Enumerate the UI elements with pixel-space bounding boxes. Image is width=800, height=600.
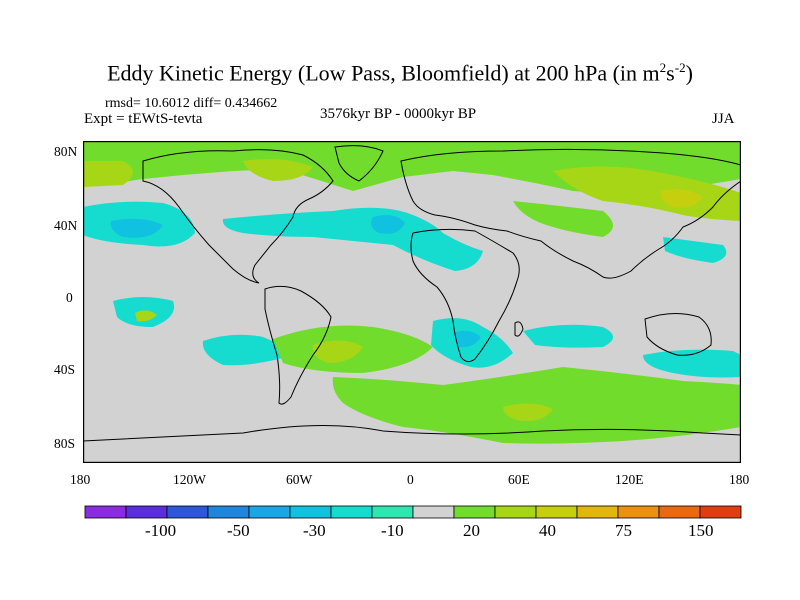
fill-atlantic-cyan [371, 215, 405, 234]
colorbar-box-10 [494, 505, 537, 519]
coast-antarctica [83, 425, 741, 442]
coastlines [83, 145, 741, 442]
colorbar-label-neg50: -50 [227, 521, 250, 540]
colorbar-box-4 [248, 505, 291, 519]
lat-tick-80s: 80S [54, 436, 76, 451]
map-frame [83, 141, 741, 463]
fill-aus-teal [643, 349, 741, 378]
colorbar-box-13 [617, 505, 660, 519]
colorbar-label-150: 150 [688, 521, 714, 540]
fill-asia-olive [553, 166, 741, 221]
fill-satl-olive [312, 340, 363, 363]
colorbar-box-0 [84, 505, 127, 519]
lat-tick-80n: 80N [54, 144, 78, 159]
time-period-label: 3576kyr BP - 0000kyr BP [320, 106, 477, 122]
colorbar-box-11 [535, 505, 578, 519]
coast-madagascar [514, 321, 524, 337]
coast-australia [644, 313, 712, 356]
colorbar-box-15 [699, 505, 742, 519]
fill-indian-teal [523, 324, 613, 348]
colorbar-label-20: 20 [463, 521, 480, 540]
coast-africa [410, 228, 520, 363]
contour-fills [83, 141, 741, 444]
fill-nw-pacific-blob [243, 159, 313, 181]
colorbar-label-neg10: -10 [381, 521, 404, 540]
colorbar-label-40: 40 [539, 521, 556, 540]
colorbar [84, 505, 742, 519]
lat-tick-40s: 40S [54, 362, 76, 377]
colorbar-box-1 [125, 505, 168, 519]
experiment-label: Expt = tEWtS-tevta [84, 111, 203, 127]
coast-north-america [142, 149, 334, 284]
colorbar-box-7 [371, 505, 414, 519]
lon-tick-120w: 120W [173, 472, 206, 487]
coast-south-america [264, 285, 332, 405]
colorbar-box-8 [412, 505, 455, 519]
lon-tick-60w: 60W [286, 472, 313, 487]
lon-tick-180w: 180 [70, 472, 91, 487]
coast-eurasia [400, 148, 741, 279]
fill-pacific-cyan [110, 218, 163, 238]
fill-asia-green-lobe [513, 201, 613, 237]
fill-nw-olive [83, 161, 133, 187]
fill-trop-pacific-olive [135, 310, 157, 322]
colorbar-boxes [84, 505, 742, 519]
fill-pacific-east-teal [663, 237, 727, 263]
colorbar-box-6 [330, 505, 373, 519]
colorbar-box-12 [576, 505, 619, 519]
lon-tick-60e: 60E [508, 472, 530, 487]
fill-atlantic-teal [222, 207, 484, 271]
colorbar-box-2 [166, 505, 209, 519]
rmsd-diff-stats: rmsd= 10.6012 diff= 0.434662 [105, 96, 278, 111]
colorbar-box-9 [453, 505, 496, 519]
lon-tick-0: 0 [407, 472, 414, 487]
fill-africa-cyan [453, 330, 481, 348]
fill-southern-olive [503, 403, 553, 422]
colorbar-box-3 [207, 505, 250, 519]
eke-map [83, 141, 741, 463]
fill-sp-teal [202, 334, 293, 366]
colorbar-label-75: 75 [615, 521, 632, 540]
colorbar-box-14 [658, 505, 701, 519]
plot-title: Eddy Kinetic Energy (Low Pass, Bloomfiel… [107, 60, 693, 86]
coast-greenland [334, 145, 384, 182]
season-label: JJA [712, 111, 735, 127]
colorbar-box-5 [289, 505, 332, 519]
lon-tick-120e: 120E [615, 472, 644, 487]
lon-tick-180e: 180 [729, 472, 750, 487]
lat-tick-0: 0 [66, 290, 73, 305]
colorbar-label-neg30: -30 [303, 521, 326, 540]
fill-asia-orange [660, 189, 703, 208]
lat-tick-40n: 40N [54, 218, 78, 233]
colorbar-label-neg100: -100 [145, 521, 177, 540]
